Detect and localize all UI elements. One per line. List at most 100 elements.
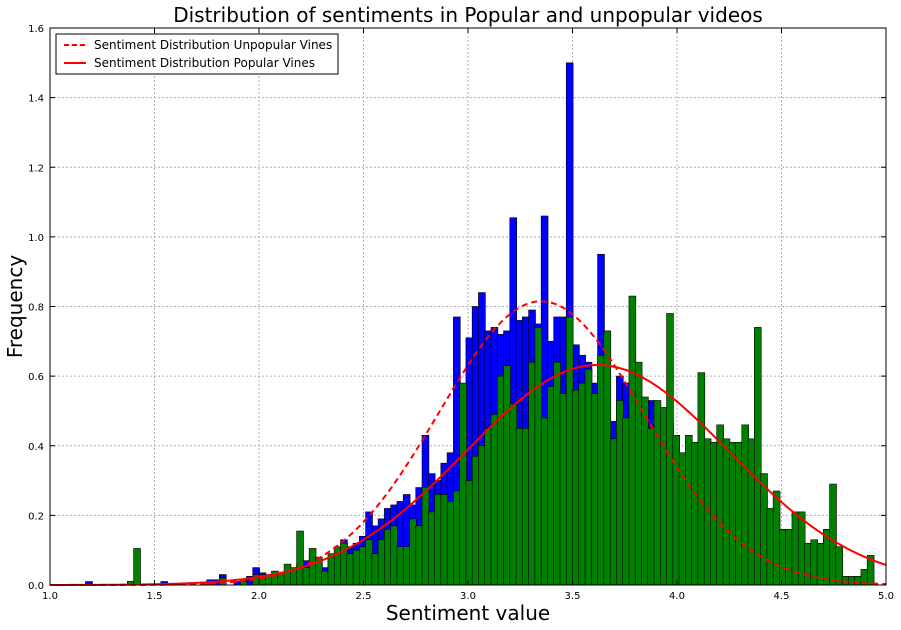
bar-popular [609,438,618,586]
bar-popular [427,511,436,586]
x-tick-label: 5.0 [878,591,894,602]
axis-ticks: 1.0 1.5 2.0 2.5 3.0 3.5 4.0 4.5 5.0 0.0 0.2 0.4 0.6 0… [28,24,894,602]
legend-label-popular: Sentiment Distribution Popular Vines [94,56,315,70]
y-tick-label: 1.6 [28,24,44,35]
bar-popular [703,438,712,586]
bar-popular [346,553,354,586]
bar-popular [402,546,411,586]
y-tick-label: 0.6 [28,372,44,383]
bar-popular [697,372,706,586]
bar-popular [710,441,718,586]
y-tick-label: 0.2 [28,511,44,522]
bar-popular [754,327,762,586]
bar-popular [496,375,505,586]
bar-popular [565,316,574,586]
bar-popular [515,428,524,586]
bar-popular [503,365,511,586]
y-tick-label: 0.0 [28,581,44,592]
bar-popular [547,386,555,586]
bar-popular [747,438,756,586]
bar-popular [616,400,624,586]
bar-popular [390,525,398,586]
bar-popular [772,490,781,586]
y-tick-label: 1.2 [28,163,44,174]
bar-popular [572,389,580,586]
bar-popular [622,417,630,586]
x-tick-label: 1.5 [147,591,163,602]
bar-popular [396,546,405,586]
bar-popular [471,455,480,586]
curve-popular [50,363,887,586]
bar-popular [597,354,605,586]
bar-popular [522,428,530,586]
bar-popular [534,327,543,586]
bar-popular [371,553,380,586]
bar-popular [377,539,386,586]
bar-popular [478,445,486,586]
bar-popular [584,368,593,586]
bar-popular [540,417,549,586]
bar-popular [647,428,655,586]
bar-popular [365,539,373,586]
bar-popular [308,548,317,586]
bar-popular [321,570,329,586]
bar-popular [741,424,749,586]
bar-popular [434,494,442,586]
bar-popular [829,483,837,586]
legend: Sentiment Distribution Unpopular Vines S… [55,33,339,75]
x-tick-label: 1.0 [42,591,58,602]
bar-popular [415,525,423,586]
y-axis-label: Frequency [3,255,27,358]
legend-box [55,33,339,75]
bar-popular [302,567,311,586]
x-tick-label: 4.5 [774,591,790,602]
bar-popular [659,407,668,586]
bar-popular [628,295,637,586]
y-tick-label: 0.8 [28,303,44,314]
density-curves [50,300,887,586]
bar-popular [685,435,693,586]
bar-popular [459,382,467,586]
bar-popular [678,452,687,586]
y-tick-label: 0.4 [28,442,44,453]
bar-popular [728,441,737,586]
bar-popular [722,438,731,586]
bar-popular [283,563,292,586]
bar-popular [446,501,455,586]
y-tick-label: 1.4 [28,94,44,105]
x-tick-label: 2.0 [251,591,267,602]
bar-popular [133,548,141,586]
x-axis-label: Sentiment value [386,601,550,625]
bar-popular [421,487,430,586]
bar-popular [760,473,768,586]
bar-popular [691,441,699,586]
bar-popular [672,435,681,586]
bar-popular [591,393,599,586]
bar-popular [484,428,492,586]
bar-popular [785,528,793,586]
bar-popular [296,530,304,586]
bar-popular [804,542,812,586]
bar-popular [352,549,361,586]
bar-popular [559,393,568,586]
bar-popular [848,575,856,586]
bar-popular [766,508,775,586]
histogram-bars [85,62,875,586]
x-tick-label: 3.5 [565,591,581,602]
x-tick-label: 4.0 [669,591,685,602]
bar-popular [359,546,367,586]
legend-label-unpopular: Sentiment Distribution Unpopular Vines [94,38,332,52]
bar-popular [490,414,499,586]
x-tick-label: 3.0 [460,591,476,602]
bar-popular [854,575,862,586]
bar-popular [409,518,417,586]
bar-popular [634,361,643,586]
bar-popular [440,494,449,586]
bar-popular [791,511,800,586]
bar-popular [603,330,612,586]
bar-popular [641,396,649,586]
bar-popular [716,424,724,586]
bar-popular [835,546,844,586]
bar-popular [666,313,674,586]
